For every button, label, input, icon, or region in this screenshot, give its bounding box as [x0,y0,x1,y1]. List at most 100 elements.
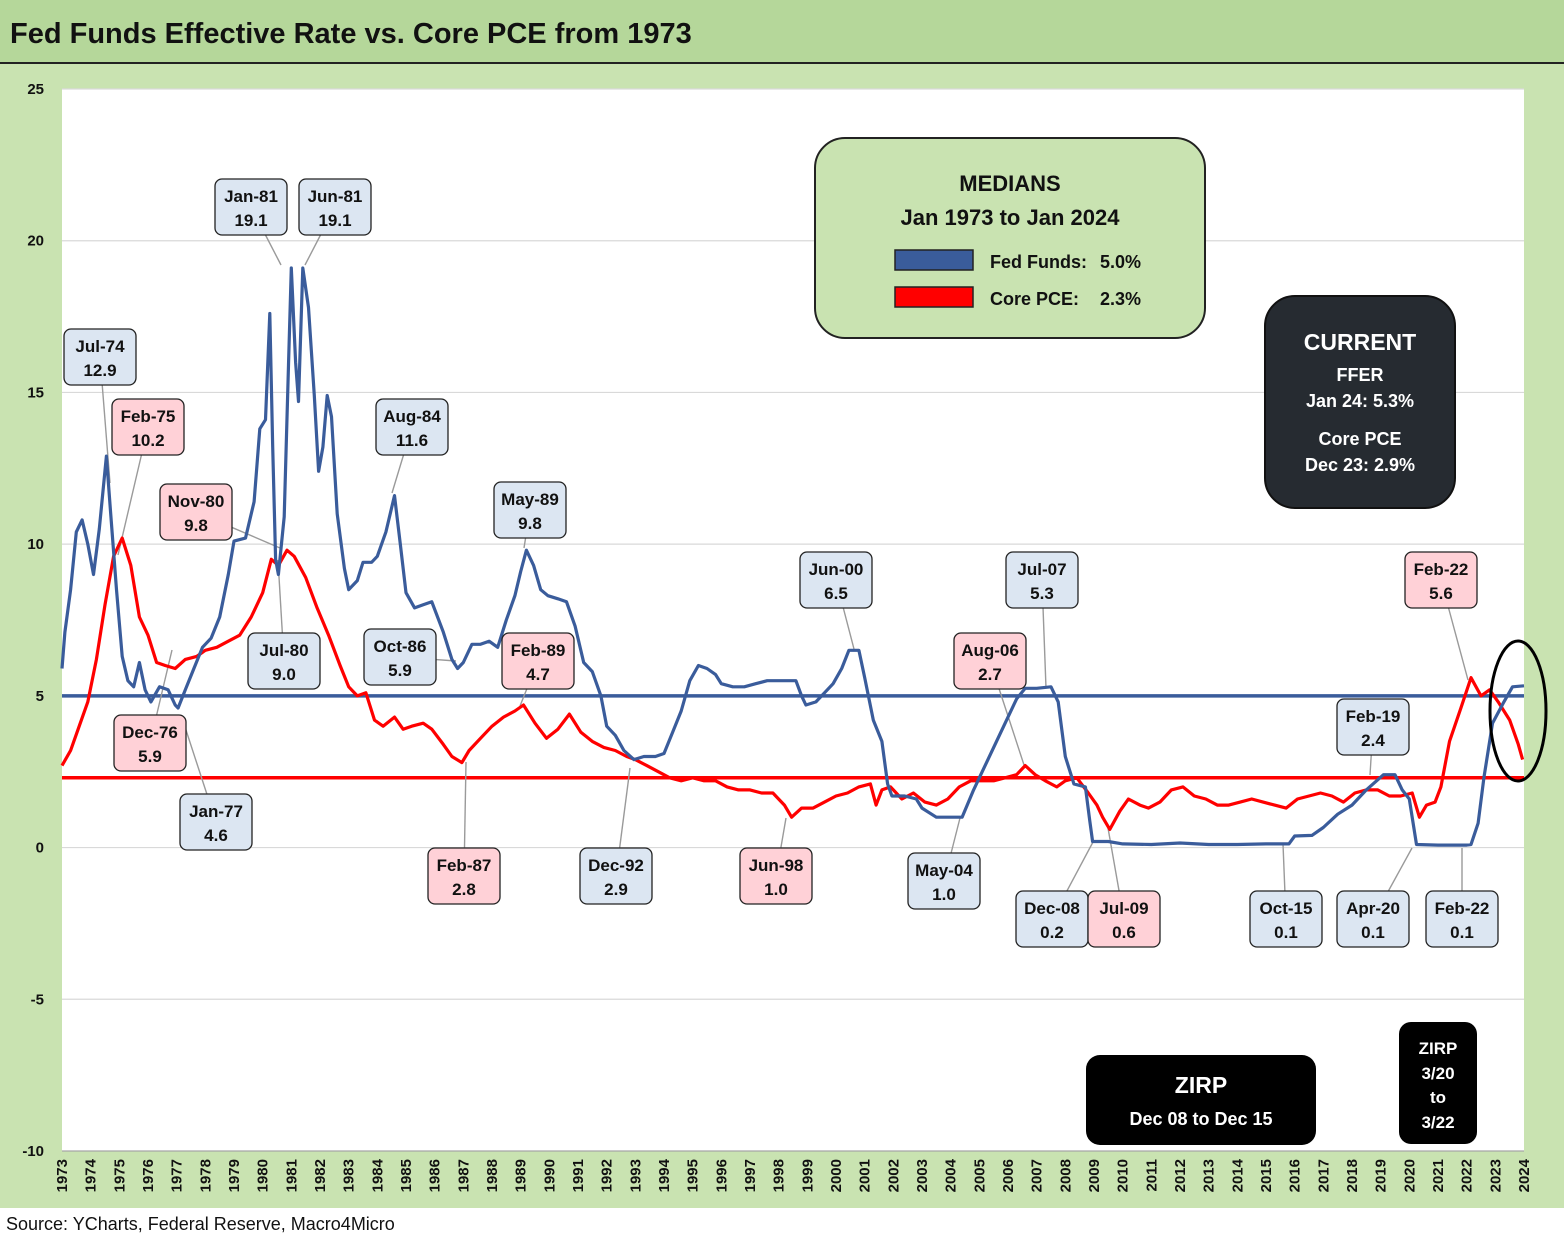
x-tick-label: 1985 [398,1159,415,1192]
annotation-leader [1447,607,1469,681]
x-tick-label: 1987 [455,1159,472,1192]
annotation-value: 19.1 [318,211,351,230]
annotation-date: Jan-77 [189,802,243,821]
annotation-leader [523,537,527,549]
annotation-value: 1.0 [932,885,956,904]
annotation-value: 2.4 [1361,731,1385,750]
annotation-box [113,714,187,772]
x-tick-label: 2006 [1000,1159,1017,1192]
annotation-leader [1042,607,1047,689]
annotation-value: 2.8 [452,880,476,899]
annotation-label: Jun-98 1.0 [739,847,813,905]
annotation-date: May-04 [915,861,973,880]
y-tick-label: 0 [36,840,44,857]
annotation-label: Feb-75 10.2 [111,398,185,456]
annotation-date: Feb-19 [1346,707,1401,726]
x-tick-label: 1997 [742,1159,759,1192]
legend-fed-label: Fed Funds: [990,252,1087,272]
x-tick-label: 2024 [1516,1158,1533,1192]
x-tick-label: 2023 [1487,1159,1504,1192]
x-tick-label: 2005 [971,1159,988,1192]
annotation-date: Jan-81 [224,187,278,206]
annotation-value: 0.1 [1274,923,1298,942]
x-tick-label: 2018 [1344,1159,1361,1192]
annotation-date: Dec-76 [122,723,178,742]
annotation-leader [842,607,855,650]
zirp2-l3: to [1430,1088,1446,1107]
x-tick-label: 1984 [369,1158,386,1192]
x-tick-label: 1986 [427,1159,444,1192]
annotation-box [247,632,321,690]
x-tick-label: 1994 [656,1158,673,1192]
annotation-leader [1369,754,1372,776]
title-bar: Fed Funds Effective Rate vs. Core PCE fr… [0,0,1564,64]
annotation-date: Nov-80 [168,492,225,511]
annotation-label: Apr-20 0.1 [1336,890,1410,948]
x-tick-label: 1990 [541,1159,558,1192]
annotation-leader [231,526,281,549]
annotation-value: 11.6 [396,431,428,450]
annotation-leader [1066,841,1094,892]
annotation-date: Feb-22 [1435,899,1490,918]
annotation-box [1336,890,1410,948]
annotation-date: Jul-74 [75,337,125,356]
annotation-box [427,847,501,905]
annotation-label: Feb-87 2.8 [427,847,501,905]
annotation-box [363,628,437,686]
x-tick-label: 2008 [1057,1159,1074,1192]
annotation-box [1005,551,1079,609]
annotation-value: 9.8 [518,514,542,533]
annotation-value: 0.2 [1040,923,1064,942]
annotation-label: Feb-22 5.6 [1404,551,1478,609]
legend-pce-value: 2.3% [1100,289,1141,309]
annotation-date: Apr-20 [1346,899,1400,918]
y-axis: -10 -5 0 5 10 15 20 25 [22,81,44,1160]
annotation-date: Oct-15 [1260,899,1313,918]
x-tick-label: 1992 [599,1159,616,1192]
x-tick-label: 1974 [83,1158,100,1192]
annotation-box [111,398,185,456]
x-axis: 1973 1974 1975 1976 1977 1978 1979 1980 1981 1982… [54,1150,1533,1192]
annotation-value: 5.9 [388,661,412,680]
annotation-leader [950,817,961,854]
annotation-value: 2.9 [604,880,628,899]
annotation-value: 10.2 [131,431,164,450]
annotation-leader [155,649,173,716]
annotation-leader [618,767,631,849]
annotation-value: 5.6 [1429,584,1453,603]
annotation-value: 4.6 [204,826,228,845]
x-tick-label: 2014 [1229,1158,1246,1192]
x-tick-label: 1981 [283,1159,300,1192]
annotation-leader [304,234,322,266]
source-note: Source: YCharts, Federal Reserve, Macro4… [6,1214,395,1234]
annotation-label: Jan-81 19.1 [214,178,288,236]
current-line4: Dec 23: 2.9% [1305,455,1415,475]
y-tick-label: -10 [22,1143,44,1160]
x-tick-label: 2019 [1373,1159,1390,1192]
annotation-box [159,483,233,541]
annotation-date: Jul-07 [1017,560,1066,579]
annotation-value: 12.9 [83,361,116,380]
x-tick-label: 2007 [1029,1159,1046,1192]
annotation-label: Dec-76 5.9 [113,714,187,772]
annotation-label: Jun-00 6.5 [799,551,873,609]
annotation-leader [1107,827,1120,892]
annotation-label: Dec-08 0.2 [1015,890,1089,948]
annotation-label: Jul-80 9.0 [247,632,321,690]
annotation-value: 9.0 [272,665,296,684]
annotation-date: Feb-87 [437,856,492,875]
annotation-label: Feb-22 0.1 [1425,890,1499,948]
annotation-leader [391,454,405,494]
x-tick-label: 1973 [54,1159,71,1192]
annotation-value: 9.8 [184,516,208,535]
x-tick-label: 1980 [255,1159,272,1192]
annotation-box [1249,890,1323,948]
annotation-label: May-04 1.0 [907,852,981,910]
legend-fed-value: 5.0% [1100,252,1141,272]
current-highlight-ellipse [1488,639,1548,783]
legend-swatch-pce [894,286,974,308]
legend-swatch-fed [894,249,974,271]
annotation-date: May-89 [501,490,559,509]
annotation-label: Jan-77 4.6 [179,793,253,851]
